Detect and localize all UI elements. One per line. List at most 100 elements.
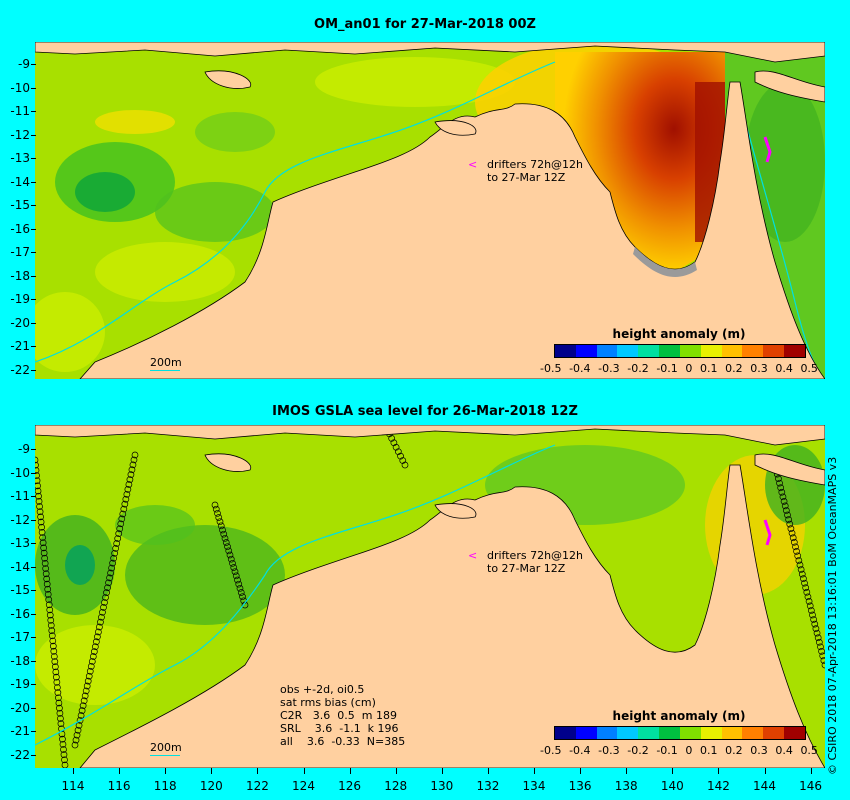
bottom-scale-line bbox=[150, 755, 180, 756]
drifter-marker-bottom: < bbox=[468, 549, 477, 562]
satellite-track-point bbox=[130, 456, 138, 464]
satellite-track-point bbox=[120, 505, 128, 513]
satellite-track-point bbox=[122, 495, 130, 503]
satellite-track-point bbox=[221, 534, 229, 542]
satellite-track-point bbox=[53, 673, 60, 681]
y-axis-label: -16 bbox=[10, 606, 30, 621]
satellite-track-point bbox=[43, 575, 51, 583]
bottom-drifter-line1: drifters 72h@12h bbox=[487, 549, 584, 562]
satellite-track-point bbox=[52, 668, 60, 676]
satellite-track-point bbox=[89, 653, 97, 660]
satellite-track-point bbox=[775, 475, 782, 482]
x-axis-tick bbox=[303, 768, 305, 774]
y-axis-label: -11 bbox=[10, 104, 30, 118]
australia-land-bottom bbox=[79, 464, 826, 769]
y-axis-tick bbox=[31, 449, 36, 450]
satellite-track-point bbox=[394, 448, 402, 456]
satellite-track-point bbox=[74, 726, 82, 734]
y-axis-label: -14 bbox=[10, 174, 30, 189]
satellite-track-point bbox=[88, 658, 96, 665]
satellite-track-point bbox=[776, 479, 783, 487]
satellite-track-point bbox=[37, 513, 44, 521]
satellite-track-point bbox=[33, 477, 41, 485]
satellite-track-point bbox=[235, 580, 243, 588]
colorbar-swatch bbox=[742, 345, 764, 357]
satellite-track-point bbox=[46, 606, 54, 614]
satellite-track-point bbox=[226, 551, 234, 559]
top-map[interactable]: < drifters 72h@12h to 27-Mar 12Z 200m he… bbox=[25, 41, 826, 380]
satellite-track-point bbox=[50, 647, 58, 655]
colorbar-swatch bbox=[679, 727, 701, 739]
y-axis-label: -16 bbox=[10, 221, 30, 236]
colorbar-tick-label: -0.1 bbox=[656, 744, 678, 757]
satellite-track-point bbox=[797, 566, 805, 573]
x-axis-tick bbox=[119, 768, 121, 774]
y-axis-label: -15 bbox=[10, 583, 30, 597]
x-axis-label: 136 bbox=[568, 779, 592, 793]
satellite-track-point bbox=[798, 570, 806, 578]
y-axis-tick bbox=[31, 472, 36, 474]
satellite-track-point bbox=[112, 545, 120, 552]
satellite-track-point bbox=[45, 596, 53, 603]
y-axis-tick bbox=[31, 754, 36, 756]
y-axis-tick bbox=[31, 158, 36, 159]
x-axis-tick bbox=[580, 768, 582, 774]
satellite-track-point bbox=[47, 616, 55, 624]
satellite-track-point bbox=[211, 501, 219, 509]
satellite-track-point bbox=[127, 471, 135, 479]
satellite-track-point bbox=[801, 579, 808, 587]
x-axis-label: 130 bbox=[430, 779, 454, 793]
satellite-track-point bbox=[47, 622, 55, 629]
x-axis-tick bbox=[764, 768, 766, 774]
satellite-track-point bbox=[101, 599, 108, 606]
satellite-track-point bbox=[38, 529, 46, 536]
y-axis-tick bbox=[31, 346, 36, 347]
satellite-track-point bbox=[45, 601, 53, 609]
x-axis-tick bbox=[257, 768, 259, 774]
satellite-track-point bbox=[812, 625, 820, 632]
satellite-track-point bbox=[55, 694, 62, 702]
colorbar-tick-label: 0.2 bbox=[725, 744, 743, 757]
satellite-track-point bbox=[71, 741, 79, 749]
satellite-track-point bbox=[131, 451, 139, 459]
top-colorbar-title: height anomaly (m) bbox=[612, 327, 746, 341]
satellite-track-point bbox=[100, 604, 107, 611]
x-axis-label: 138 bbox=[614, 779, 638, 793]
satellite-track-point bbox=[56, 704, 63, 712]
satellite-track-point bbox=[53, 678, 61, 686]
satellite-track-point bbox=[803, 588, 811, 596]
satellite-track-point bbox=[51, 663, 59, 671]
satellite-track-point bbox=[98, 613, 105, 621]
satellite-track-point bbox=[40, 544, 47, 552]
satellite-track-point bbox=[804, 593, 812, 601]
satellite-track-point bbox=[114, 535, 122, 542]
y-axis-label: -15 bbox=[10, 198, 30, 212]
bottom-map[interactable]: < drifters 72h@12h to 27-Mar 12Z obs +-2… bbox=[31, 421, 829, 769]
satellite-track-point bbox=[41, 560, 49, 567]
satellite-track-point bbox=[116, 525, 124, 533]
colorbar-swatch bbox=[555, 345, 576, 357]
satellite-track-point bbox=[224, 543, 231, 551]
colorbar-tick-label: 0.3 bbox=[750, 744, 768, 757]
satellite-track-point bbox=[794, 552, 802, 560]
colorbar-tick-label: 0.1 bbox=[700, 362, 718, 375]
drifter-marker-top: < bbox=[468, 158, 477, 171]
satellite-track-point bbox=[214, 509, 221, 517]
satellite-track-point bbox=[234, 576, 241, 584]
y-axis-label: -21 bbox=[10, 339, 30, 353]
satellite-track-point bbox=[108, 564, 115, 572]
satellite-track-point bbox=[117, 520, 125, 528]
y-axis-label: -13 bbox=[10, 536, 30, 550]
satellite-track-point bbox=[36, 508, 44, 516]
satellite-track-point bbox=[810, 616, 817, 623]
northern-landmass-bottom bbox=[34, 424, 826, 446]
colorbar-swatch bbox=[659, 345, 680, 357]
satellite-track-point bbox=[786, 520, 794, 528]
colorbar-tick-label: 0.2 bbox=[725, 362, 743, 375]
satellite-track-point bbox=[818, 648, 825, 655]
x-axis-tick bbox=[211, 768, 213, 774]
satellite-track-point bbox=[805, 598, 813, 605]
satellite-track-point bbox=[780, 498, 788, 505]
x-axis-label: 142 bbox=[706, 779, 730, 793]
satellite-track-point bbox=[46, 611, 54, 619]
